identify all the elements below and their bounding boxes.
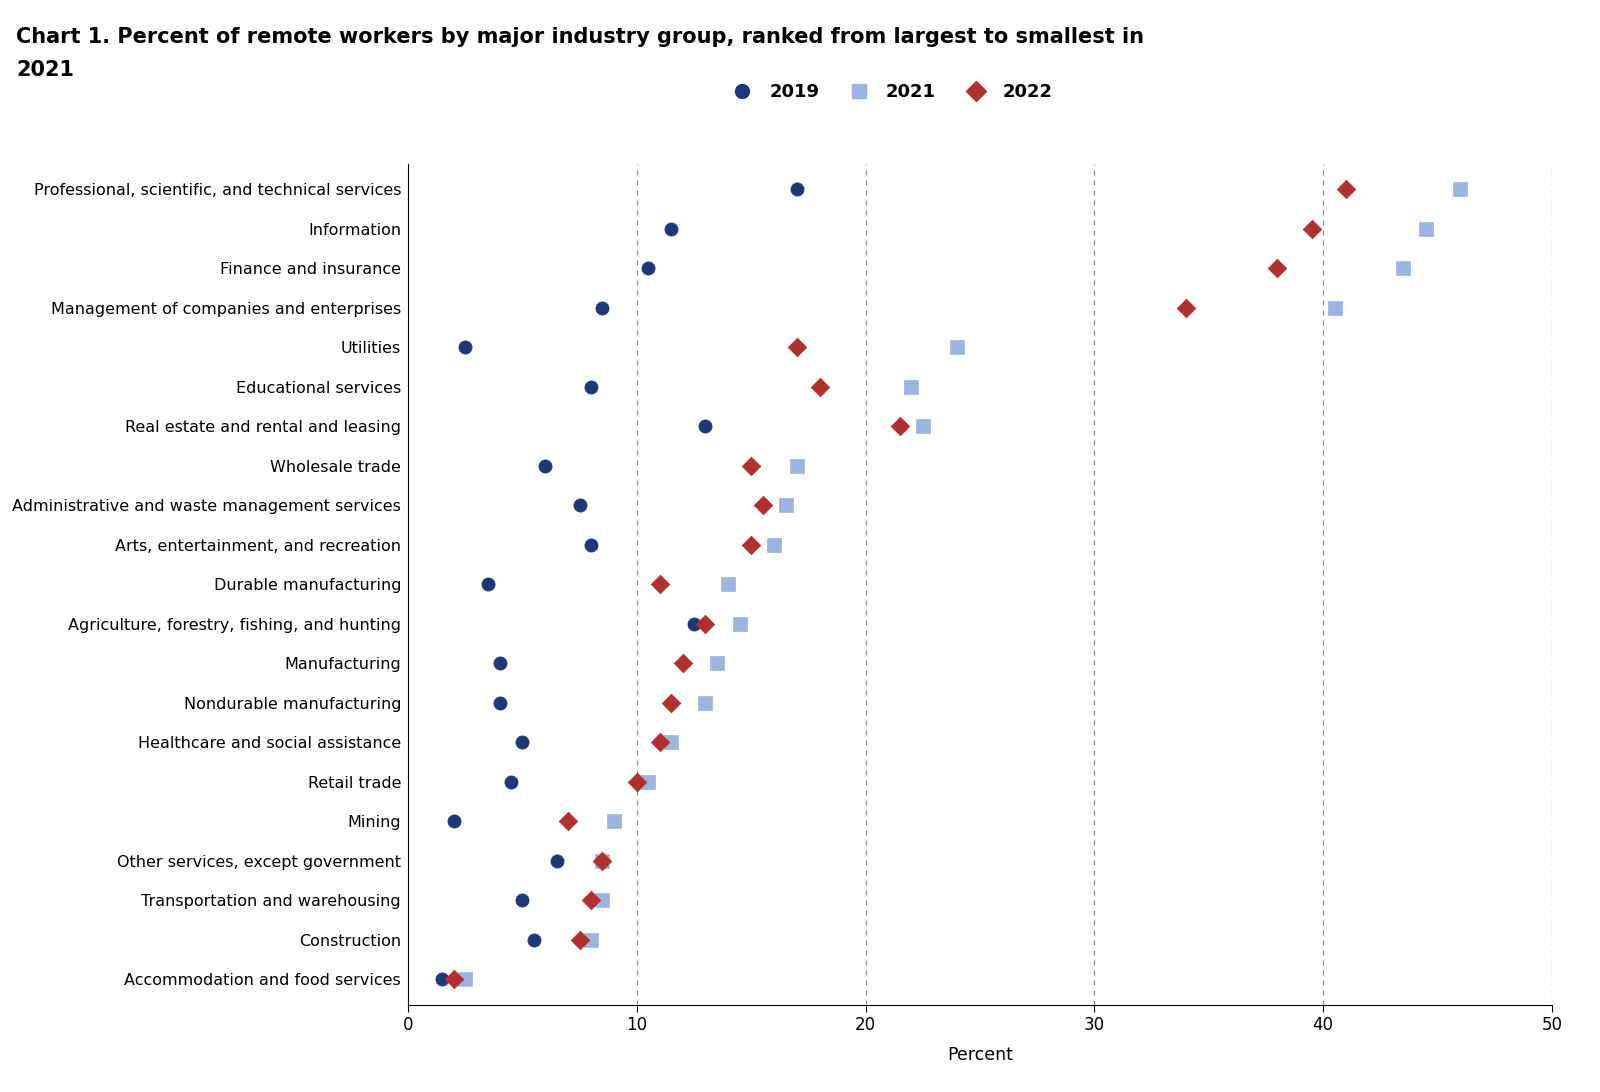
2021 bbox=[693, 693, 718, 711]
2022 bbox=[739, 536, 765, 554]
2022 bbox=[578, 891, 603, 909]
2021 bbox=[1448, 180, 1474, 198]
2022 bbox=[750, 497, 776, 514]
2019 bbox=[682, 615, 707, 632]
2021 bbox=[726, 615, 752, 632]
2021 bbox=[784, 458, 810, 475]
2021 bbox=[453, 971, 478, 988]
Text: 2021: 2021 bbox=[16, 60, 74, 80]
2021 bbox=[578, 930, 603, 948]
2021 bbox=[1413, 221, 1438, 238]
2019 bbox=[486, 693, 512, 711]
2019 bbox=[635, 260, 661, 277]
2021 bbox=[704, 654, 730, 672]
2022 bbox=[693, 615, 718, 632]
2022 bbox=[566, 930, 592, 948]
2022 bbox=[442, 971, 467, 988]
2022 bbox=[886, 417, 912, 435]
2021 bbox=[590, 891, 616, 909]
2022 bbox=[646, 734, 672, 751]
2019 bbox=[509, 734, 534, 751]
2021 bbox=[1390, 260, 1416, 277]
2021 bbox=[658, 734, 683, 751]
2022 bbox=[806, 378, 832, 395]
2021 bbox=[715, 575, 741, 593]
2022 bbox=[590, 852, 616, 869]
2022 bbox=[1299, 221, 1325, 238]
2022 bbox=[670, 654, 696, 672]
2019 bbox=[658, 221, 683, 238]
2019 bbox=[498, 773, 523, 791]
2022 bbox=[555, 812, 581, 830]
2022 bbox=[624, 773, 650, 791]
2022 bbox=[1173, 299, 1198, 317]
2019 bbox=[453, 339, 478, 356]
2021 bbox=[590, 852, 616, 869]
2021 bbox=[762, 536, 787, 554]
2021 bbox=[910, 417, 936, 435]
2022 bbox=[1264, 260, 1290, 277]
2021 bbox=[773, 497, 798, 514]
2019 bbox=[590, 299, 616, 317]
Text: Chart 1. Percent of remote workers by major industry group, ranked from largest : Chart 1. Percent of remote workers by ma… bbox=[16, 27, 1144, 47]
2019 bbox=[784, 180, 810, 198]
2019 bbox=[522, 930, 547, 948]
2022 bbox=[739, 458, 765, 475]
2021 bbox=[1322, 299, 1347, 317]
2021 bbox=[602, 812, 627, 830]
2019 bbox=[544, 852, 570, 869]
2019 bbox=[578, 536, 603, 554]
2019 bbox=[578, 378, 603, 395]
2019 bbox=[442, 812, 467, 830]
2019 bbox=[429, 971, 454, 988]
2019 bbox=[566, 497, 592, 514]
2022 bbox=[784, 339, 810, 356]
X-axis label: Percent: Percent bbox=[947, 1045, 1013, 1064]
2022 bbox=[658, 693, 683, 711]
2019 bbox=[509, 891, 534, 909]
2019 bbox=[475, 575, 501, 593]
2022 bbox=[1333, 180, 1358, 198]
2022 bbox=[646, 575, 672, 593]
2019 bbox=[533, 458, 558, 475]
2021 bbox=[944, 339, 970, 356]
2019 bbox=[693, 417, 718, 435]
2019 bbox=[486, 654, 512, 672]
Legend: 2019, 2021, 2022: 2019, 2021, 2022 bbox=[717, 76, 1061, 108]
2021 bbox=[899, 378, 925, 395]
2021 bbox=[635, 773, 661, 791]
